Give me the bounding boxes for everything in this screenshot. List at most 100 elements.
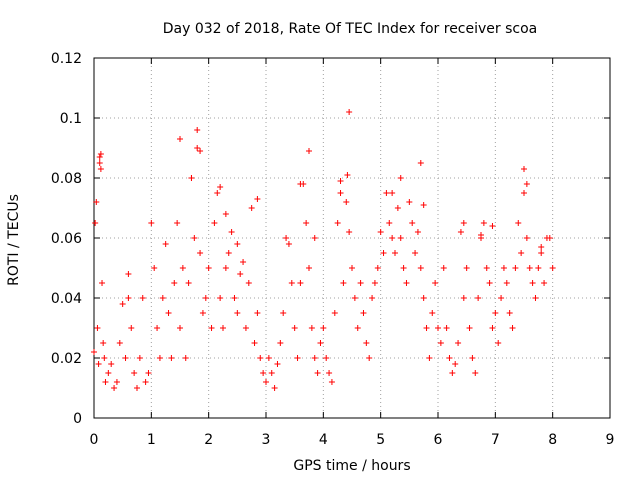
data-point: [538, 244, 545, 250]
y-tick-labels: 0 0.02 0.04 0.06 0.08 0.1 0.12: [51, 51, 82, 427]
data-point: [463, 265, 470, 271]
data-point: [111, 385, 118, 391]
data-point: [521, 166, 527, 172]
data-point: [526, 265, 533, 271]
x-tick-label: 7: [491, 432, 500, 448]
x-tick-labels: 0 1 2 3 4 5 6 7 8 9: [90, 432, 615, 448]
data-point: [208, 325, 215, 331]
y-tick-label: 0.02: [51, 351, 82, 367]
data-point: [480, 220, 487, 226]
data-point: [139, 295, 146, 301]
data-point: [475, 295, 482, 301]
data-point: [245, 280, 252, 286]
data-point: [100, 340, 107, 346]
data-points: [91, 109, 556, 391]
y-tick-label: 0.06: [51, 231, 82, 247]
data-point: [125, 295, 132, 301]
data-point: [291, 325, 298, 331]
axis-ticks: [93, 57, 611, 419]
x-tick-label: 6: [434, 432, 443, 448]
data-point: [237, 271, 244, 277]
data-point: [297, 181, 304, 187]
chart-title: Day 032 of 2018, Rate Of TEC Index for r…: [163, 21, 538, 37]
data-point: [162, 241, 169, 247]
data-point: [343, 199, 350, 205]
data-point: [469, 355, 476, 361]
y-tick-label: 0.12: [51, 51, 82, 67]
data-point: [314, 370, 321, 376]
data-point: [268, 370, 275, 376]
data-point: [523, 181, 530, 187]
data-point: [274, 361, 281, 367]
data-point: [380, 250, 387, 256]
data-point: [125, 271, 132, 277]
data-point: [512, 265, 519, 271]
x-tick-label: 1: [147, 432, 156, 448]
data-point: [417, 160, 424, 166]
x-tick-label: 8: [548, 432, 557, 448]
data-point: [168, 355, 175, 361]
data-point: [538, 250, 545, 256]
data-point: [414, 229, 421, 235]
data-point: [374, 265, 381, 271]
data-point: [489, 223, 496, 229]
data-point: [541, 280, 548, 286]
data-point: [297, 280, 304, 286]
data-point: [311, 235, 318, 241]
y-tick-label: 0.04: [51, 291, 82, 307]
x-tick-label: 5: [376, 432, 385, 448]
data-point: [257, 355, 264, 361]
data-point: [449, 370, 456, 376]
data-point: [179, 265, 186, 271]
data-point: [328, 379, 335, 385]
data-point: [197, 250, 204, 256]
data-point: [277, 340, 284, 346]
y-axis-label: ROTI / TECUs: [6, 194, 22, 286]
data-point: [306, 265, 312, 271]
data-point: [96, 160, 103, 166]
data-point: [412, 250, 419, 256]
data-point: [101, 355, 108, 361]
data-point: [397, 175, 404, 181]
data-point: [285, 241, 292, 247]
x-tick-label: 4: [319, 432, 328, 448]
x-tick-label: 9: [606, 432, 615, 448]
data-point: [323, 355, 330, 361]
data-point: [392, 250, 398, 256]
data-point: [185, 280, 192, 286]
data-point: [306, 148, 312, 154]
data-point: [254, 310, 261, 316]
data-point: [377, 229, 384, 235]
data-point: [357, 280, 364, 286]
data-point: [105, 370, 112, 376]
data-point: [371, 280, 378, 286]
data-point: [409, 220, 416, 226]
data-point: [478, 232, 484, 238]
data-point: [131, 370, 138, 376]
x-tick-label: 3: [262, 432, 271, 448]
x-tick-label: 0: [90, 432, 99, 448]
data-point: [446, 355, 453, 361]
data-point: [165, 310, 172, 316]
data-point: [254, 196, 261, 202]
data-point: [225, 250, 232, 256]
data-point: [546, 235, 553, 241]
data-point: [93, 199, 100, 205]
data-point: [346, 109, 353, 115]
x-axis-label: GPS time / hours: [293, 458, 410, 474]
data-point: [234, 241, 241, 247]
data-point: [222, 211, 229, 217]
data-point: [400, 265, 407, 271]
data-point: [294, 355, 301, 361]
data-point: [460, 220, 467, 226]
data-point: [429, 310, 436, 316]
data-point: [440, 265, 447, 271]
data-point: [457, 229, 464, 235]
data-point: [222, 265, 229, 271]
data-point: [234, 310, 241, 316]
data-point: [102, 379, 109, 385]
data-point: [420, 202, 427, 208]
data-point: [360, 310, 367, 316]
data-point: [349, 265, 355, 271]
data-point: [251, 340, 258, 346]
